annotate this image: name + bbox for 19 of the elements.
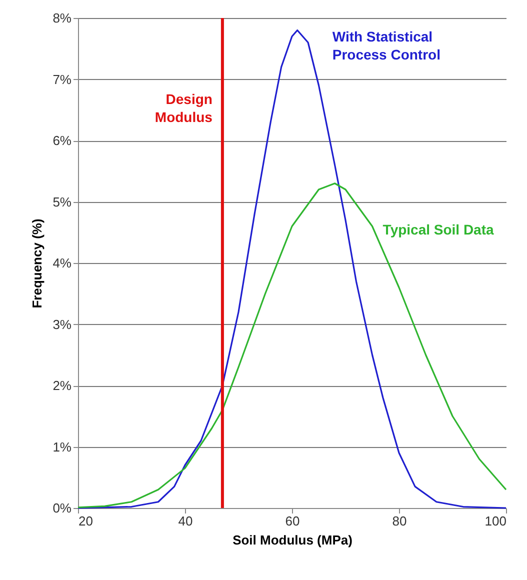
y-tick-label: 6% bbox=[52, 133, 72, 148]
ref-line-label: Design Modulus bbox=[154, 91, 213, 125]
x-tick-label: 40 bbox=[178, 514, 193, 528]
y-tick-label: 7% bbox=[52, 72, 72, 87]
x-tick-label: 80 bbox=[392, 514, 407, 528]
x-tick-label: 20 bbox=[78, 514, 93, 528]
y-tick-label: 5% bbox=[52, 194, 72, 210]
x-tick-label: 100 bbox=[484, 514, 506, 528]
y-tick-label: 0% bbox=[52, 500, 72, 516]
series-label: Typical Soil Data bbox=[382, 221, 494, 238]
y-tick-label: 1% bbox=[52, 439, 72, 454]
y-axis-title: Frequency (%) bbox=[30, 218, 45, 308]
y-tick-label: 4% bbox=[52, 256, 72, 270]
y-tick-label: 3% bbox=[52, 316, 72, 332]
x-axis-title: Soil Modulus (MPa) bbox=[232, 532, 352, 548]
y-tick-label: 8% bbox=[52, 10, 72, 26]
x-tick-label: 60 bbox=[285, 514, 300, 528]
y-tick-label: 2% bbox=[52, 378, 72, 393]
series-label: With Statistical Process Control bbox=[332, 28, 440, 62]
